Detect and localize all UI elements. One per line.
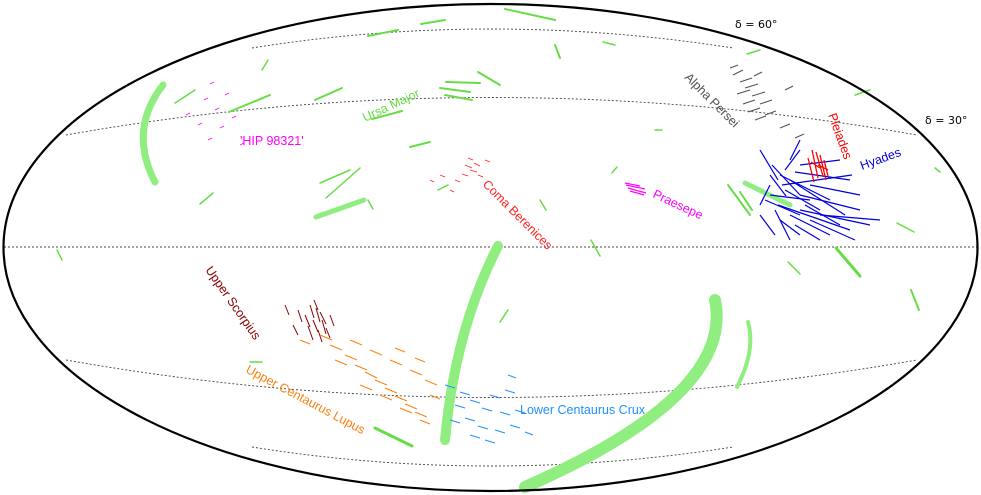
- pleiades-points: [807, 149, 829, 183]
- alpha-persei-points: [729, 64, 805, 139]
- label-hip-98321: 'HIP 98321': [240, 134, 304, 148]
- praesepe-points: [624, 182, 647, 196]
- grid-line-dec-minus60: [251, 446, 734, 467]
- label-upper-centaurus-lupus: Upper Centaurus Lupus: [244, 362, 368, 437]
- label-ursa-major: Ursa Major: [360, 86, 421, 125]
- label-coma-berenices: Coma Berenices: [480, 177, 555, 252]
- dec-60-label: δ = 60°: [735, 18, 777, 31]
- upper-centaurus-lupus-points: [299, 334, 441, 425]
- label-upper-scorpius: Upper Scorpius: [203, 264, 264, 343]
- lower-centaurus-crux-points: [444, 374, 534, 444]
- hyades-points: [759, 139, 881, 241]
- label-lower-centaurus-crux: Lower Centaurus Crux: [520, 403, 646, 417]
- grid-line-dec-60: [251, 28, 734, 49]
- label-hyades: Hyades: [858, 145, 903, 173]
- grid-line-dec-30: [65, 97, 918, 136]
- label-praesepe: Praesepe: [651, 187, 705, 222]
- grid-line-dec-minus30: [65, 359, 918, 398]
- ursa-major-stream: [56, 8, 941, 493]
- label-alpha-persei: Alpha Persei: [682, 70, 742, 130]
- coma-berenices-points: [429, 157, 491, 193]
- dec-30-label: δ = 30°: [925, 114, 967, 127]
- hip-98321-points: [185, 81, 245, 146]
- upper-scorpius-points: [284, 299, 335, 343]
- declination-grid: [4, 28, 977, 467]
- label-pleiades: Pleiades: [825, 111, 855, 161]
